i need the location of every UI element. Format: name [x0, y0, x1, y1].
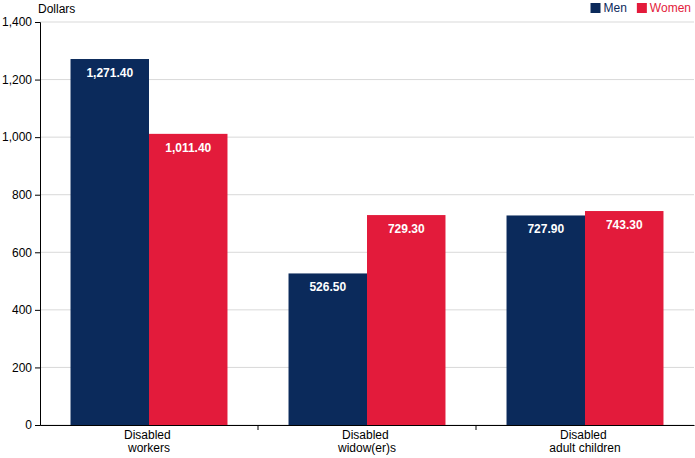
data-label: 743.30 — [606, 218, 643, 232]
legend-swatch — [637, 3, 647, 13]
grid — [40, 22, 694, 425]
data-label: 526.50 — [309, 280, 346, 294]
tick-label: 600 — [12, 246, 32, 260]
bar — [289, 273, 367, 425]
bar — [149, 134, 227, 425]
axis-line — [35, 23, 41, 426]
data-label: 729.30 — [388, 222, 425, 236]
bar — [507, 215, 585, 425]
category-label: Disabled adult children — [549, 428, 620, 455]
tick: 400 — [12, 303, 40, 317]
tick-mark — [35, 367, 40, 368]
legend-label: Men — [604, 1, 627, 15]
category-label: Disabled widow(er)s — [337, 428, 396, 455]
bar — [71, 59, 149, 425]
grid-line — [40, 22, 694, 23]
chart: 1,271.40 526.50 727.90 1,011.40 729.30 743.30… — [0, 0, 695, 458]
tick-label: 400 — [12, 303, 32, 317]
legend-item: Women — [637, 1, 691, 15]
separator — [258, 425, 259, 430]
x-axis: Disabled workers Disabled widow(er)s Disab… — [41, 425, 695, 455]
tick-label: 200 — [12, 361, 32, 375]
tick: 200 — [12, 361, 40, 375]
y-axis-title: Dollars — [38, 2, 75, 16]
tick-mark — [35, 425, 40, 426]
bars — [71, 59, 664, 425]
y-axis: 0 200 400 600 800 1,000 1,200 1,400 — [2, 15, 41, 432]
data-label: 727.90 — [527, 222, 564, 236]
tick-label: 800 — [12, 188, 32, 202]
data-label: 1,271.40 — [86, 66, 133, 80]
plot: 1,271.40 526.50 727.90 1,011.40 729.30 743.30… — [2, 15, 695, 455]
legend-label: Women — [650, 1, 691, 15]
tick-label: 0 — [25, 418, 32, 432]
tick-mark — [35, 310, 40, 311]
data-labels: 1,271.40 526.50 727.90 1,011.40 729.30 743.30 — [86, 66, 643, 294]
tick-mark — [35, 195, 40, 196]
tick-mark — [35, 137, 40, 138]
tick: 800 — [12, 188, 40, 202]
legend: Men Women — [591, 1, 691, 15]
tick: 1,200 — [2, 73, 40, 87]
tick-mark — [35, 80, 40, 81]
tick: 1,000 — [2, 130, 40, 144]
axis-line — [41, 425, 695, 426]
bar — [367, 215, 445, 425]
tick-label: 1,000 — [2, 130, 32, 144]
separator — [476, 425, 477, 430]
tick-mark — [35, 252, 40, 253]
tick-mark — [35, 22, 40, 23]
legend-swatch — [591, 3, 601, 13]
tick-label: 1,200 — [2, 73, 32, 87]
legend-item: Men — [591, 1, 627, 15]
category-label: Disabled workers — [124, 428, 174, 455]
tick: 600 — [12, 246, 40, 260]
bar — [585, 211, 663, 425]
tick: 0 — [25, 418, 40, 432]
tick-label: 1,400 — [2, 15, 32, 29]
data-label: 1,011.40 — [165, 141, 211, 155]
tick: 1,400 — [2, 15, 40, 29]
